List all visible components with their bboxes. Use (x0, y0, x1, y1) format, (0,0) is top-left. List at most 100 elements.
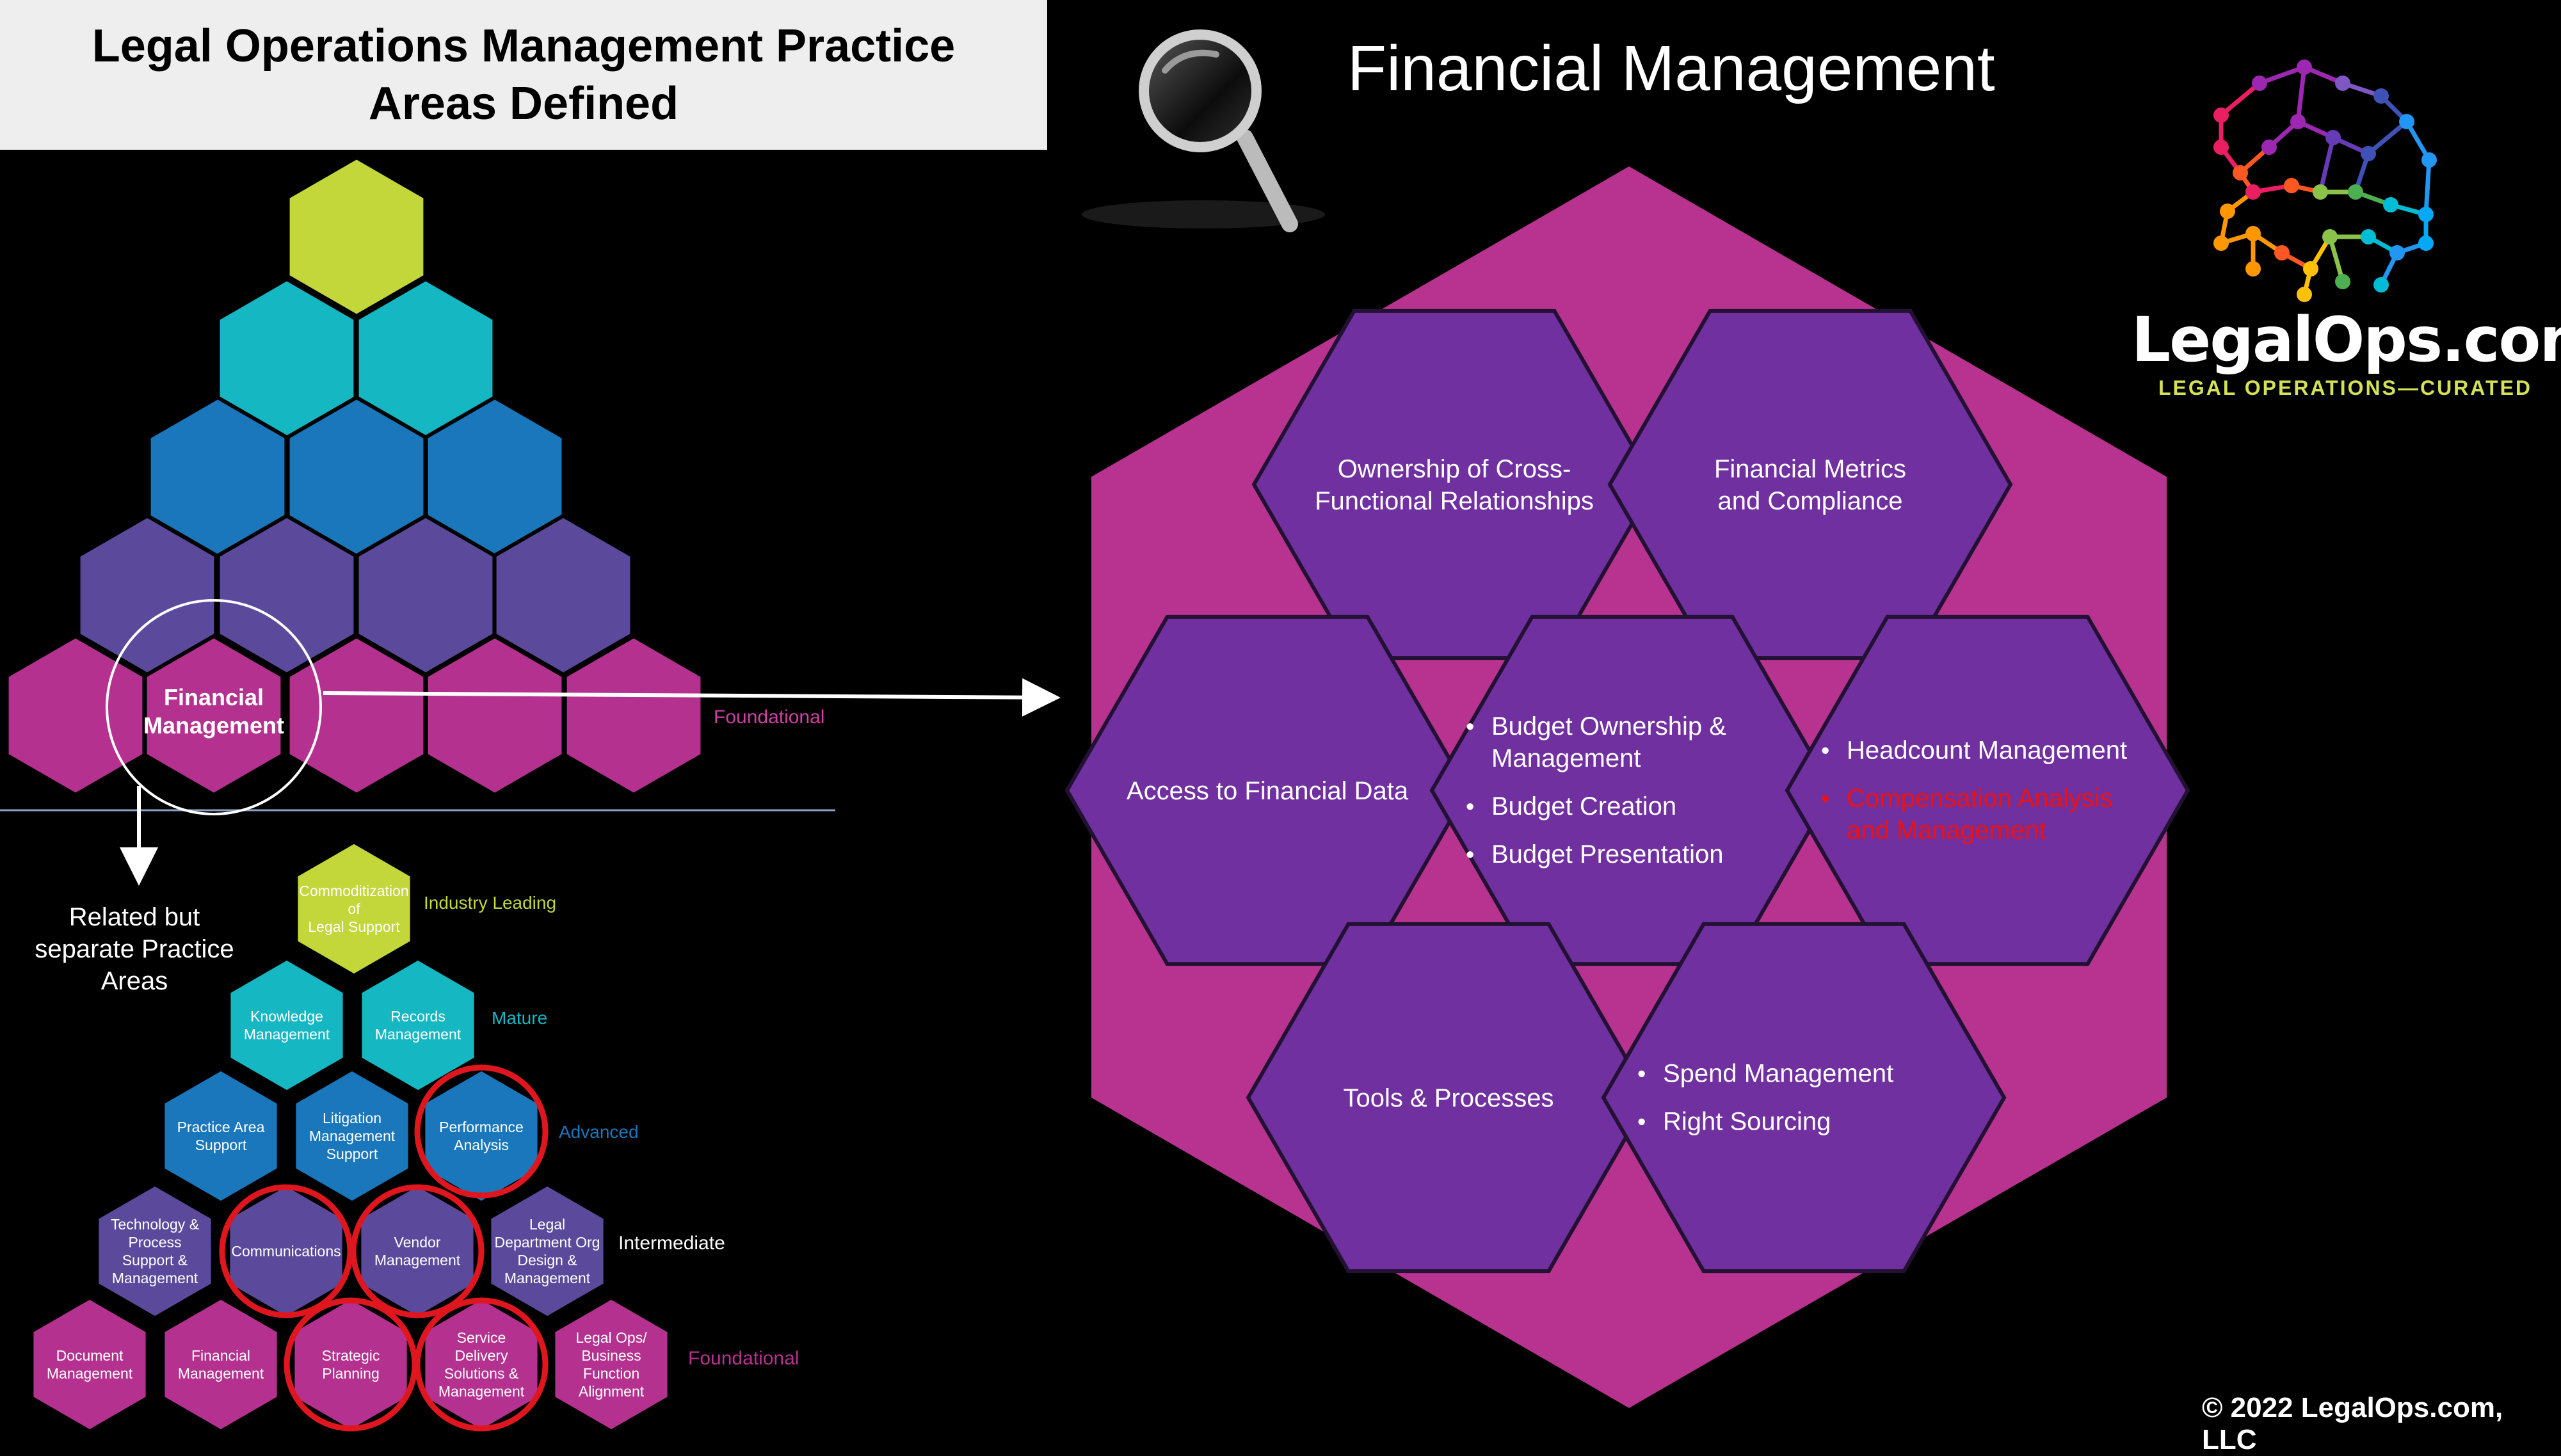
detail-budget-bullet-1: • (1466, 714, 1474, 740)
related-note: Related but separate Practice Areas (19, 901, 250, 997)
logo-node-7 (2233, 165, 2248, 180)
small-hex-label-row5-5-line-1: Legal Ops/ (575, 1329, 647, 1346)
small-hex-label-row4-1-line-1: Technology & (111, 1216, 199, 1233)
small-hex-label-row1-1-line-2: of (348, 900, 360, 917)
small-hex-row1-1 (294, 840, 413, 977)
small-hex-label-row3-1-line-2: Support (195, 1137, 247, 1153)
detail-ownership-line-1: Ownership of Cross- (1338, 455, 1571, 483)
logo-link-12 (2366, 119, 2409, 156)
small-hex-label-row4-1-line-3: Support & (122, 1252, 188, 1268)
detail-cell-spend (1601, 922, 2007, 1274)
logo-node-14 (2220, 204, 2235, 219)
top-hex-r5-c5 (563, 634, 705, 797)
detail-hexagon: Ownership of Cross- Functional Relationsh… (1064, 166, 2190, 1408)
small-hex-label-row2-1-line-1: Knowledge (250, 1008, 323, 1025)
small-hex-label-row2-1-line-2: Management (244, 1026, 330, 1043)
logo-link-36 (2318, 135, 2336, 195)
logo-tagline: LEGAL OPERATIONS—CURATED (2158, 376, 2533, 399)
detail-headcount-item-1-line-1: Headcount Management (1847, 737, 2127, 765)
small-hex-label-row4-1-line-4: Management (112, 1270, 198, 1286)
logo-node-6 (2213, 140, 2229, 155)
small-hex-label-row5-1-line-1: Document (56, 1347, 124, 1364)
highlight-label-1: Financial (164, 684, 264, 710)
small-hex-label-row2-2-line-1: Records (390, 1008, 446, 1025)
detail-access-line-1: Access to Financial Data (1127, 777, 1409, 805)
logo-link-1 (2219, 81, 2262, 118)
detail-budget-item-2-line-1: Budget Creation (1491, 792, 1676, 820)
logo-node-11 (2361, 146, 2376, 161)
detail-budget-item-3-line-1: Budget Presentation (1491, 840, 1723, 868)
small-hex-label-row5-5-line-2: Business (581, 1347, 641, 1364)
small-hex-row4-4 (488, 1183, 607, 1320)
small-hex-row2-2 (358, 957, 478, 1094)
detail-budget-item-1-line-2: Management (1491, 744, 1641, 772)
related-line-3: Areas (100, 967, 168, 995)
network-hexagon-logo (2213, 60, 2437, 302)
title-banner: Legal Operations Management Practice Are… (0, 0, 1047, 150)
logo-node-8 (2261, 140, 2277, 155)
logo-link-9 (2295, 65, 2307, 124)
highlight-circle (106, 599, 322, 815)
logo-node-3 (2297, 60, 2312, 75)
logo-node-30 (2297, 287, 2312, 302)
detail-ownership-line-2: Functional Relationships (1315, 487, 1594, 515)
red-circle-2 (219, 1184, 353, 1318)
small-hex-label-row3-3-line-1: Performance (439, 1119, 524, 1135)
detail-spend-bullet-1: • (1637, 1061, 1646, 1088)
detail-spend-bullet-2: • (1637, 1109, 1646, 1136)
top-hex-r5-c2 (143, 634, 285, 797)
logo-node-20 (2418, 207, 2434, 222)
small-hex-label-row4-4-line-2: Department Org (495, 1234, 600, 1251)
logo-node-5 (2373, 88, 2389, 104)
logo-node-19 (2383, 197, 2398, 212)
small-hex-label-row4-4-line-4: Management (504, 1270, 591, 1286)
detail-tools-line-1: Tools & Processes (1343, 1084, 1553, 1112)
red-circles (219, 1064, 549, 1432)
small-hex-row3-2 (293, 1068, 412, 1204)
small-hex-label-row5-2-line-1: Financial (191, 1347, 250, 1364)
small-hex-label-row5-3-line-2: Planning (322, 1365, 380, 1382)
magnifier-icon (1082, 29, 1325, 232)
logo-node-28 (2418, 236, 2434, 251)
small-hex-row5-2 (161, 1296, 280, 1433)
highlight-label-2: Management (143, 712, 284, 739)
top-pyramid (4, 155, 705, 797)
detail-metrics-line-2: and Compliance (1717, 487, 1902, 515)
logo-node-29 (2245, 261, 2261, 276)
small-hex-label-row4-4-line-1: Legal (529, 1216, 565, 1233)
detail-spend-item-1-line-1: Spend Management (1663, 1060, 1893, 1088)
logo-link-33 (2327, 234, 2345, 284)
logo-node-22 (2245, 226, 2261, 241)
logo-node-9 (2290, 114, 2306, 129)
small-hex-label-row5-1-line-2: Management (47, 1365, 133, 1382)
small-hex-label-row3-2-line-3: Support (326, 1146, 378, 1162)
logo-node-17 (2313, 184, 2328, 200)
small-hex-label-row5-5-line-3: Function (583, 1365, 639, 1382)
small-hex-label-row4-3-line-1: Vendor (394, 1234, 441, 1251)
small-hex-label-row4-1-line-2: Process (128, 1234, 181, 1251)
level-advanced: Advanced (559, 1122, 639, 1142)
small-hex-label-row3-2-line-1: Litigation (323, 1110, 381, 1126)
level-industry-leading: Industry Leading (424, 893, 556, 913)
small-hex-label-row5-2-line-2: Management (178, 1365, 264, 1382)
small-hex-label-row5-5-line-4: Alignment (579, 1383, 645, 1400)
red-circle-3 (350, 1184, 485, 1318)
small-hex-row5-1 (30, 1296, 149, 1433)
logo-wordmark: LegalOps.com (2131, 304, 2561, 376)
small-hex-label-row3-1-line-1: Practice Area (177, 1119, 265, 1135)
small-hex-label-row1-1-line-3: Legal Support (308, 918, 400, 935)
small-hex-label-row4-4-line-3: Design & (517, 1252, 577, 1268)
red-circle-1 (414, 1064, 549, 1199)
title-line-2: Areas Defined (368, 78, 679, 129)
small-hex-label-row2-2-line-2: Management (375, 1026, 462, 1043)
logo-node-10 (2325, 130, 2341, 145)
logo-node-25 (2322, 229, 2338, 244)
small-hex-label-row3-3-line-2: Analysis (454, 1137, 509, 1153)
section-title: Financial Management (1347, 33, 1995, 104)
small-hex-row5-5 (552, 1296, 671, 1433)
detail-cell-tools (1246, 922, 1651, 1274)
arrow-to-detail (323, 678, 1061, 717)
detail-headcount-item-2-line-2: and Management (1847, 817, 2046, 845)
logo-node-18 (2348, 184, 2363, 200)
